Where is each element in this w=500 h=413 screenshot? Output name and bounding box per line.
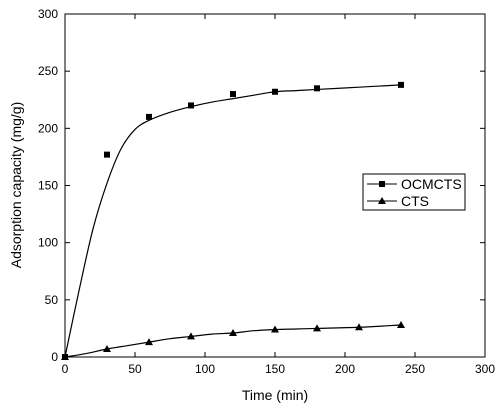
y-tick-labels: 0 50 100 150 200 250 300 bbox=[38, 7, 58, 364]
y-tick-label: 250 bbox=[38, 64, 58, 78]
legend: OCMCTS CTS bbox=[362, 173, 466, 211]
fit-curve-ocmcts bbox=[64, 84, 402, 358]
data-point-cts bbox=[397, 320, 405, 328]
x-tick-label: 250 bbox=[405, 362, 425, 376]
x-tick-label: 100 bbox=[195, 362, 215, 376]
data-point-ocmcts bbox=[398, 81, 404, 88]
legend-label-cts: CTS bbox=[401, 193, 429, 209]
data-point-cts bbox=[187, 332, 195, 340]
legend-marker-ocmcts bbox=[379, 181, 385, 187]
y-tick-label: 200 bbox=[38, 121, 58, 135]
data-point-ocmcts bbox=[104, 151, 110, 158]
fit-curve-cts bbox=[64, 324, 402, 358]
x-tick-label: 50 bbox=[128, 362, 142, 376]
x-tick-label: 150 bbox=[265, 362, 285, 376]
fit-curves bbox=[64, 84, 402, 358]
data-point-cts bbox=[229, 328, 237, 336]
axis-ticks bbox=[64, 13, 486, 358]
data-point-ocmcts bbox=[314, 85, 320, 92]
x-tick-labels: 0 50 100 150 200 250 300 bbox=[62, 362, 496, 376]
data-point-ocmcts bbox=[146, 113, 152, 120]
data-markers bbox=[61, 81, 405, 360]
x-axis-title: Time (min) bbox=[242, 387, 308, 403]
x-tick-label: 0 bbox=[62, 362, 69, 376]
x-tick-label: 300 bbox=[475, 362, 495, 376]
data-point-ocmcts bbox=[188, 102, 194, 109]
legend-label-ocmcts: OCMCTS bbox=[401, 176, 462, 192]
data-point-cts bbox=[313, 324, 321, 332]
data-point-cts bbox=[103, 344, 111, 352]
legend-marker-cts bbox=[378, 197, 386, 204]
y-tick-label: 150 bbox=[38, 179, 58, 193]
data-point-cts bbox=[145, 338, 153, 346]
y-axis-title: Adsorption capacity (mg/g) bbox=[8, 102, 24, 269]
data-point-cts bbox=[271, 325, 279, 333]
x-tick-label: 200 bbox=[335, 362, 355, 376]
data-point-cts bbox=[355, 323, 363, 331]
data-point-ocmcts bbox=[230, 91, 236, 98]
data-point-ocmcts bbox=[272, 88, 278, 95]
y-tick-label: 0 bbox=[51, 350, 58, 364]
y-tick-label: 300 bbox=[38, 7, 58, 21]
y-tick-label: 100 bbox=[38, 236, 58, 250]
y-tick-label: 50 bbox=[45, 293, 59, 307]
data-point-cts bbox=[61, 353, 69, 360]
